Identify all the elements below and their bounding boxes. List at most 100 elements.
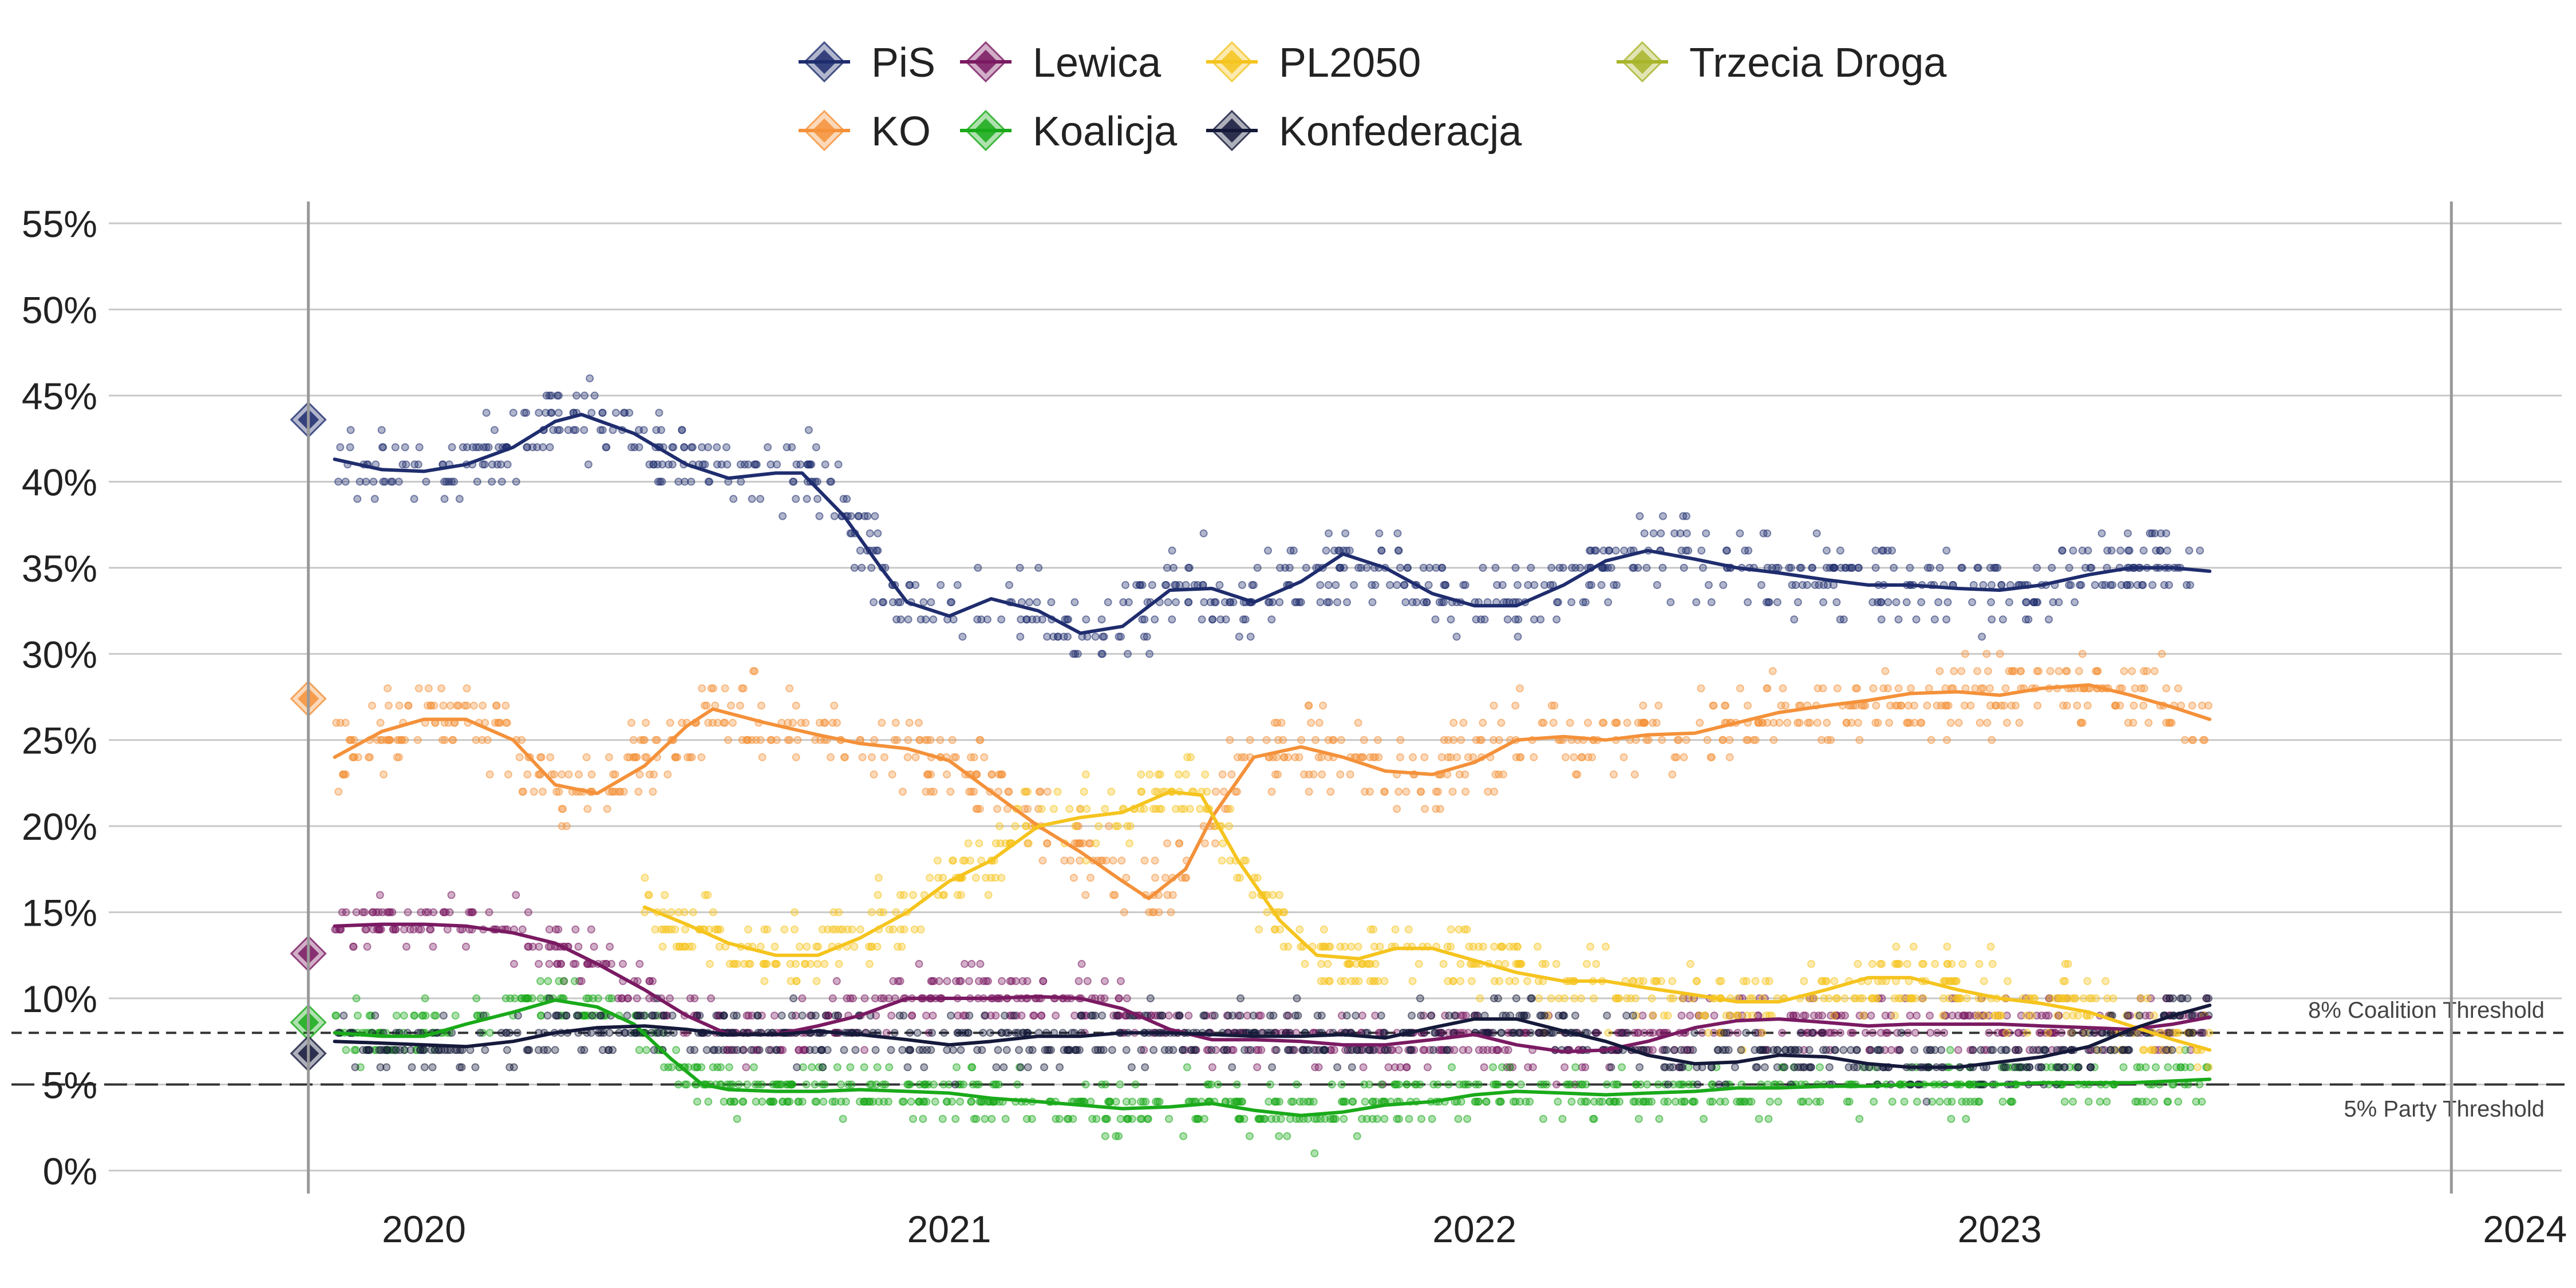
poll-point [512, 891, 520, 899]
poll-point [1919, 994, 1927, 1003]
poll-point [1252, 1046, 1261, 1054]
poll-point [744, 925, 753, 934]
poll-point [1464, 1046, 1473, 1054]
poll-point [1155, 805, 1164, 813]
poll-point [2058, 546, 2067, 555]
poll-point [1201, 770, 1210, 779]
poll-point [611, 409, 620, 417]
poll-point [702, 1046, 711, 1054]
poll-point [961, 1029, 970, 1037]
poll-point [737, 477, 745, 486]
poll-point [598, 426, 607, 434]
poll-point [1822, 546, 1831, 555]
poll-point [545, 959, 554, 968]
poll-point [1604, 598, 1613, 607]
poll-point [913, 1029, 922, 1037]
poll-point [1199, 529, 1208, 538]
poll-point [1555, 563, 1564, 572]
poll-point [714, 1046, 723, 1054]
poll-point [873, 1063, 882, 1072]
poll-point [1112, 1012, 1121, 1020]
poll-point [471, 1063, 480, 1072]
poll-point [1881, 1012, 1890, 1020]
poll-point [2037, 1029, 2045, 1037]
poll-point [432, 1012, 440, 1020]
poll-point [1287, 1097, 1295, 1106]
poll-point [896, 891, 904, 899]
poll-point [448, 443, 456, 452]
poll-point [1904, 701, 1913, 710]
poll-point [1136, 580, 1145, 589]
poll-point [441, 1046, 449, 1054]
poll-point [1161, 874, 1170, 882]
poll-point [381, 477, 389, 486]
poll-point [792, 495, 800, 503]
poll-point [1037, 805, 1046, 813]
poll-point [1317, 753, 1326, 761]
poll-point [1773, 598, 1781, 607]
poll-point [1126, 822, 1135, 831]
poll-point [1789, 1012, 1797, 1020]
poll-point [890, 736, 899, 744]
poll-point [2204, 701, 2212, 710]
poll-point [939, 891, 947, 899]
poll-point [1098, 650, 1107, 658]
poll-point [916, 925, 925, 934]
poll-point [697, 753, 706, 761]
poll-point [1230, 1097, 1239, 1106]
poll-point [934, 874, 942, 882]
poll-point [705, 959, 714, 968]
poll-point [1562, 1080, 1571, 1089]
poll-point [1005, 580, 1014, 589]
poll-point [904, 615, 912, 624]
poll-point [860, 1063, 868, 1072]
poll-point [712, 1012, 721, 1020]
poll-point [2123, 1012, 2132, 1020]
poll-point [701, 460, 709, 469]
poll-point [870, 598, 878, 607]
poll-point [504, 770, 512, 779]
poll-point [2131, 684, 2139, 693]
poll-point [1092, 839, 1100, 848]
poll-point [1033, 615, 1041, 624]
poll-point [406, 1046, 415, 1054]
poll-point [1614, 994, 1623, 1003]
poll-point [1364, 1046, 1373, 1054]
poll-point [1852, 1046, 1861, 1054]
poll-point [1868, 959, 1876, 968]
poll-point [1489, 1063, 1498, 1072]
poll-point [976, 959, 985, 968]
poll-point [1391, 925, 1400, 934]
poll-point [1751, 1046, 1759, 1054]
poll-point [1419, 1012, 1428, 1020]
poll-point [832, 977, 841, 985]
poll-point [1979, 580, 1988, 589]
poll-point [1002, 1029, 1010, 1037]
poll-point [1438, 563, 1447, 572]
poll-point [993, 805, 1002, 813]
poll-point [838, 925, 847, 934]
poll-point [621, 1029, 630, 1037]
poll-point [1773, 1063, 1781, 1072]
poll-point [1165, 1115, 1174, 1123]
legend-label: PiS [871, 40, 935, 86]
poll-point [1203, 787, 1211, 796]
poll-point [792, 977, 801, 985]
poll-point [1902, 598, 1911, 607]
poll-point [398, 736, 406, 744]
poll-point [888, 598, 897, 607]
poll-point [777, 1012, 786, 1020]
poll-point [1125, 839, 1134, 848]
poll-point [1461, 770, 1469, 779]
poll-point [693, 1097, 701, 1106]
poll-point [1386, 580, 1394, 589]
poll-point [1098, 1012, 1107, 1020]
poll-point [1513, 942, 1522, 951]
poll-point [1219, 787, 1228, 796]
poll-point [1581, 598, 1590, 607]
poll-point [1555, 994, 1563, 1003]
poll-point [1700, 1115, 1708, 1123]
poll-point [1682, 529, 1691, 538]
poll-point [1255, 925, 1263, 934]
